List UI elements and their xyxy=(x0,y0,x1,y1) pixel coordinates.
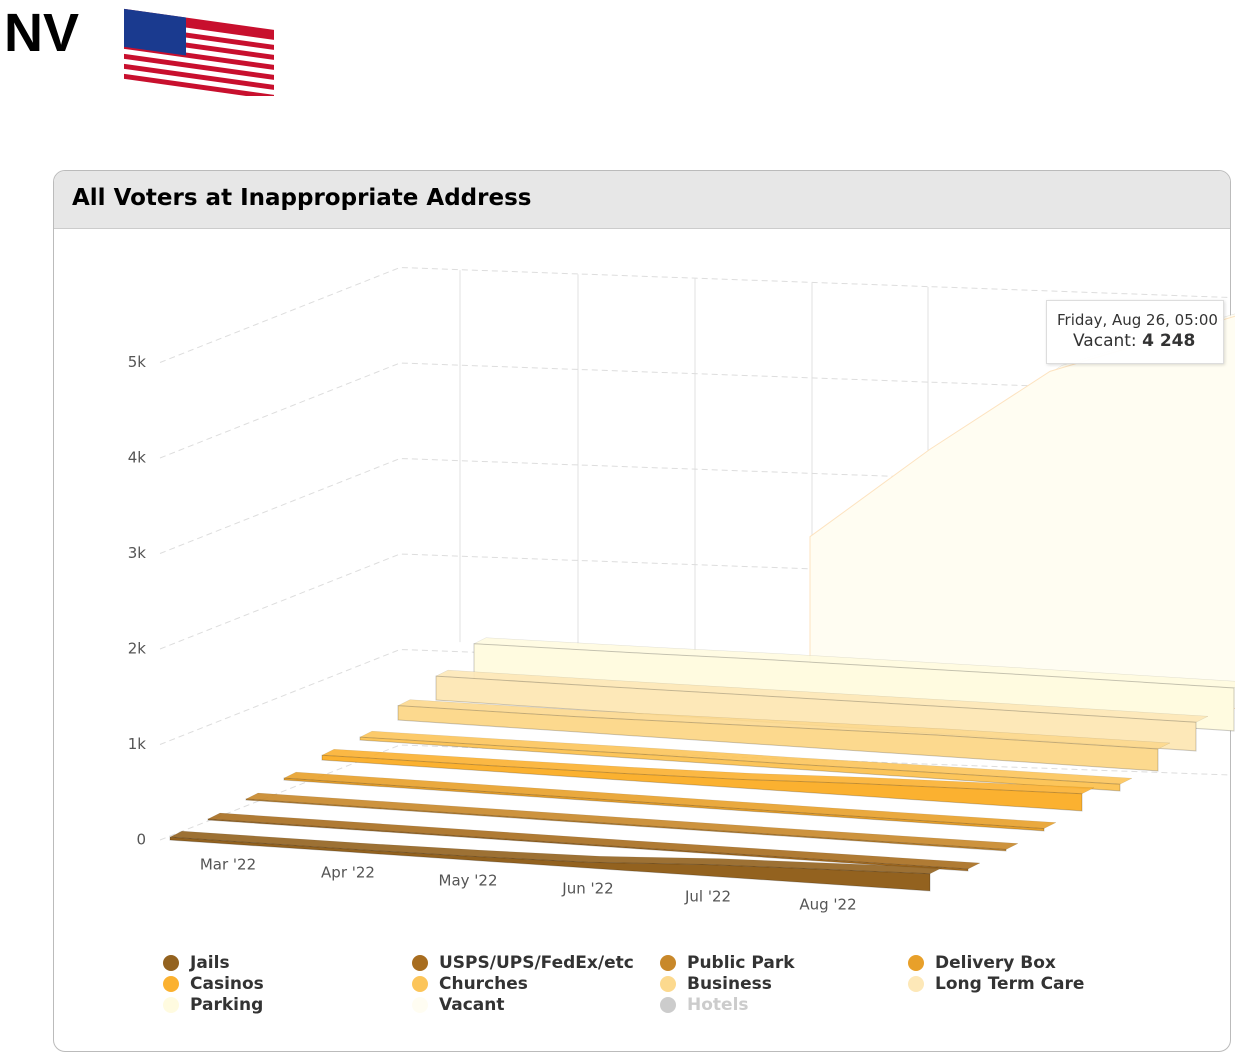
area xyxy=(435,675,1197,752)
legend-item[interactable]: Jails xyxy=(189,953,230,973)
legend-marker[interactable] xyxy=(660,976,676,992)
grid-line xyxy=(159,362,1231,459)
x-tick-label: May '22 xyxy=(439,871,498,889)
x-tick-label: Aug '22 xyxy=(799,896,856,914)
legend-item[interactable]: Casinos xyxy=(190,974,264,994)
legend-marker[interactable] xyxy=(660,997,676,1013)
legend-marker[interactable] xyxy=(660,955,676,971)
y-tick-label: 2k xyxy=(128,640,147,658)
card-header: All Voters at Inappropriate Address xyxy=(54,171,1230,229)
legend-marker[interactable] xyxy=(412,997,428,1013)
legend-item[interactable]: Churches xyxy=(439,974,528,994)
legend-marker[interactable] xyxy=(908,976,924,992)
state-label: NV xyxy=(4,3,80,63)
legend-marker[interactable] xyxy=(163,955,179,971)
legend-item[interactable]: Business xyxy=(687,974,772,994)
x-tick-label: Jun '22 xyxy=(561,880,613,898)
x-tick-label: Apr '22 xyxy=(321,863,375,881)
y-tick-label: 1k xyxy=(128,735,147,753)
y-tick-label: 0 xyxy=(136,831,146,849)
x-tick-label: Jul '22 xyxy=(684,888,731,906)
chart-title: All Voters at Inappropriate Address xyxy=(72,185,532,211)
area xyxy=(809,315,1235,709)
legend-item[interactable]: Public Park xyxy=(687,953,795,973)
area xyxy=(359,736,1121,792)
x-tick-label: Mar '22 xyxy=(200,855,256,873)
legend-item[interactable]: Delivery Box xyxy=(935,953,1056,973)
tooltip-date: Friday, Aug 26, 05:00 xyxy=(1057,311,1218,329)
chart-card: All Voters at Inappropriate Address xyxy=(53,170,1231,1052)
legend-item[interactable]: Vacant xyxy=(439,995,504,1015)
legend-item[interactable]: Long Term Care xyxy=(935,974,1084,994)
flag xyxy=(124,8,274,96)
y-tick-label: 5k xyxy=(128,353,147,371)
legend-marker[interactable] xyxy=(412,976,428,992)
legend-item[interactable]: Hotels xyxy=(687,995,749,1015)
tooltip: Friday, Aug 26, 05:00 Vacant: 4 248 xyxy=(1046,300,1224,364)
y-tick-label: 4k xyxy=(128,449,147,467)
grid-line xyxy=(159,744,1231,841)
area xyxy=(245,798,1007,852)
y-tick-label: 3k xyxy=(128,544,147,562)
area xyxy=(283,777,1045,832)
area xyxy=(397,705,1159,772)
legend-marker[interactable] xyxy=(908,955,924,971)
area xyxy=(169,836,931,892)
legend-marker[interactable] xyxy=(163,997,179,1013)
legend-marker[interactable] xyxy=(412,955,428,971)
legend-item[interactable]: USPS/UPS/FedEx/etc xyxy=(439,953,634,973)
area xyxy=(321,754,1083,812)
area xyxy=(207,818,969,872)
legend-marker[interactable] xyxy=(163,976,179,992)
grid-line xyxy=(159,266,1231,363)
legend-item[interactable]: Parking xyxy=(190,995,263,1015)
tooltip-number: 4 248 xyxy=(1142,331,1196,351)
tooltip-value: Vacant: 4 248 xyxy=(1073,331,1195,351)
tooltip-series: Vacant: xyxy=(1073,331,1137,351)
